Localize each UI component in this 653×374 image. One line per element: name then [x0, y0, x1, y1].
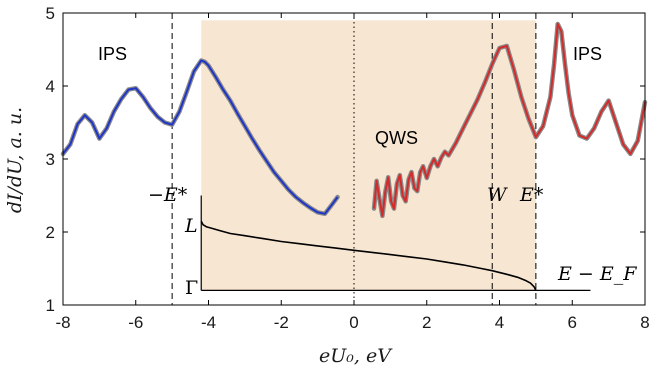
y-axis-label: dI/dU, a. u.	[4, 107, 26, 213]
shaded-region	[201, 20, 536, 291]
y-tick-label: 1	[46, 296, 55, 315]
y-tick-label: 2	[46, 223, 55, 242]
x-tick-label: -8	[55, 313, 70, 332]
x-tick-label: -2	[274, 313, 289, 332]
annotation-gamma: Γ	[185, 277, 198, 299]
x-tick-label: -6	[128, 313, 143, 332]
annotation-minus-e-star: −E*	[148, 184, 188, 206]
annotation-e-minus-ef: E − E_F	[557, 263, 637, 285]
annotation-w: W	[487, 184, 508, 206]
y-tick-label: 4	[46, 77, 55, 96]
x-tick-label: 6	[568, 313, 577, 332]
annotation-qws: QWS	[375, 128, 418, 148]
annotation-l: L	[184, 215, 198, 237]
series-0-line	[62, 59, 339, 215]
series-1-line	[373, 23, 646, 217]
x-tick-label: 4	[495, 313, 504, 332]
annotation-ips-right: IPS	[573, 44, 602, 64]
y-tick-label: 3	[46, 150, 55, 169]
x-tick-label: 0	[349, 313, 358, 332]
x-tick-label: 2	[422, 313, 431, 332]
annotation-e-star: E*	[519, 184, 544, 206]
series-2-line	[200, 220, 537, 291]
y-tick-label: 5	[46, 4, 55, 23]
annotation-ips-left: IPS	[98, 44, 127, 64]
x-tick-label: -4	[201, 313, 216, 332]
x-axis-label: eU₀, eV	[319, 345, 393, 367]
x-tick-label: 8	[640, 313, 649, 332]
